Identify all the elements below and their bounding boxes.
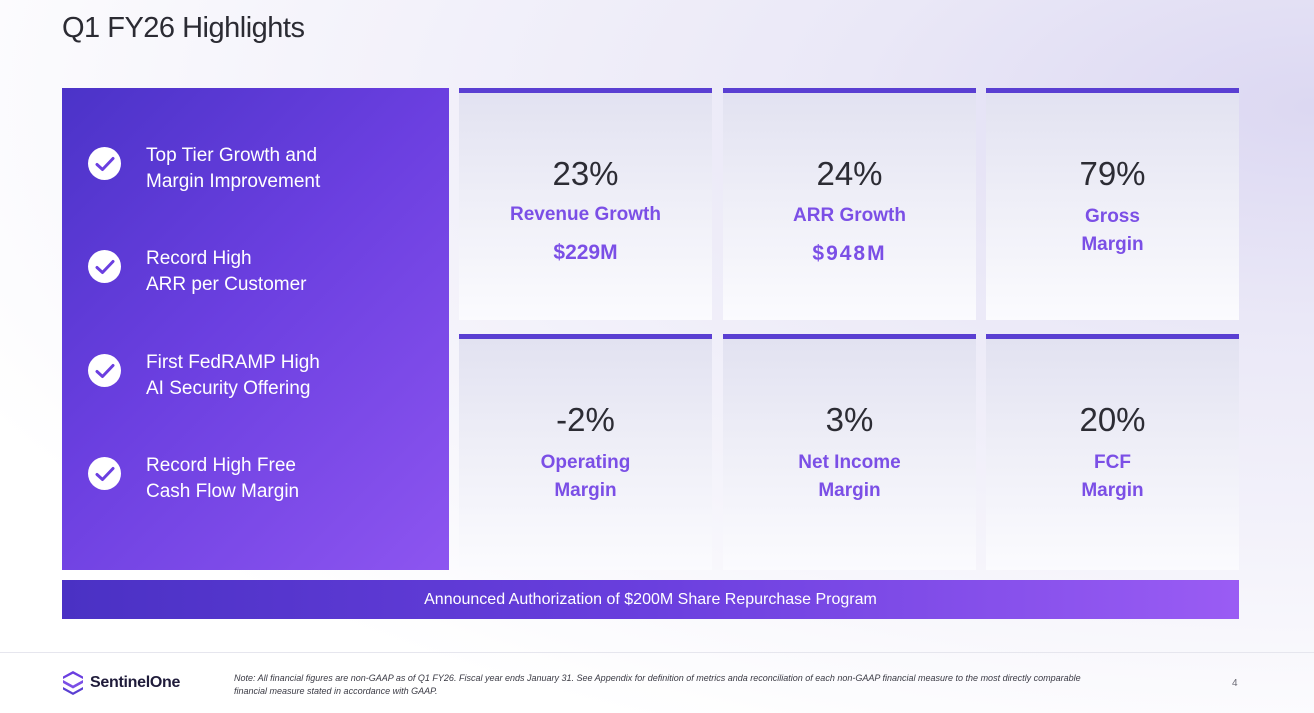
highlight-line: Top Tier Growth and (146, 145, 318, 166)
metric-card-operating-margin: -2% Operating Margin (459, 334, 712, 570)
metric-card-arr-growth: 24% ARR Growth $948M (723, 88, 976, 320)
check-circle-icon (88, 147, 121, 180)
metric-label: FCF (1094, 452, 1131, 473)
metric-label: Margin (818, 480, 881, 501)
slide-title: Q1 FY26 Highlights (62, 12, 305, 44)
metric-card-net-income-margin: 3% Net Income Margin (723, 334, 976, 570)
metric-card-revenue-growth: 23% Revenue Growth $229M (459, 88, 712, 320)
footnote-line: financial measure stated in accordance w… (234, 686, 438, 696)
metric-value: 79% (1079, 155, 1146, 192)
highlights-panel: Top Tier Growth and Margin Improvement R… (62, 88, 449, 570)
highlight-line: First FedRAMP High (146, 352, 320, 373)
highlight-line: AI Security Offering (146, 378, 311, 399)
metric-amount: $229M (553, 241, 618, 264)
share-repurchase-banner: Announced Authorization of $200M Share R… (62, 580, 1239, 619)
metric-card-gross-margin: 79% Gross Margin (986, 88, 1239, 320)
highlight-line: Cash Flow Margin (146, 481, 300, 502)
sentinelone-logo: SentinelOne (62, 670, 180, 696)
highlight-item: Record High Free Cash Flow Margin (88, 455, 366, 505)
page-number: 4 (1232, 678, 1238, 689)
brand-name: SentinelOne (90, 674, 181, 691)
metric-value: 24% (816, 155, 883, 192)
footnote: Note: All financial figures are non-GAAP… (234, 672, 1164, 698)
metric-value: 3% (825, 401, 874, 438)
metric-label: Margin (554, 480, 617, 501)
highlight-item: First FedRAMP High AI Security Offering (88, 352, 366, 402)
metric-value: 20% (1079, 401, 1146, 438)
footer-divider (0, 652, 1314, 653)
check-circle-icon (88, 250, 121, 283)
metric-label: Operating (540, 452, 631, 473)
highlight-line: Margin Improvement (146, 171, 321, 192)
sentinelone-logo-icon (63, 671, 83, 695)
metric-card-fcf-margin: 20% FCF Margin (986, 334, 1239, 570)
metric-label: Gross (1085, 206, 1140, 227)
highlight-text: Top Tier Growth and Margin Improvement (146, 143, 366, 195)
highlight-text: Record High ARR per Customer (146, 246, 366, 298)
check-circle-icon (88, 457, 121, 490)
check-circle-icon (88, 354, 121, 387)
metric-amount: $948M (812, 242, 887, 265)
metric-label: Net Income (798, 452, 901, 473)
footnote-line: Note: All financial figures are non-GAAP… (234, 673, 1081, 683)
metric-label: Margin (1081, 234, 1144, 255)
metric-label: Margin (1081, 480, 1144, 501)
highlight-line: ARR per Customer (146, 274, 307, 295)
metric-value: 23% (552, 155, 619, 192)
metric-label: Revenue Growth (510, 204, 661, 225)
highlight-item: Record High ARR per Customer (88, 248, 366, 298)
highlight-line: Record High Free (146, 455, 296, 476)
highlight-text: Record High Free Cash Flow Margin (146, 453, 366, 505)
highlight-line: Record High (146, 248, 252, 269)
highlight-text: First FedRAMP High AI Security Offering (146, 350, 366, 402)
metric-label: ARR Growth (793, 205, 906, 226)
metric-value: -2% (556, 401, 615, 438)
highlight-item: Top Tier Growth and Margin Improvement (88, 145, 366, 195)
